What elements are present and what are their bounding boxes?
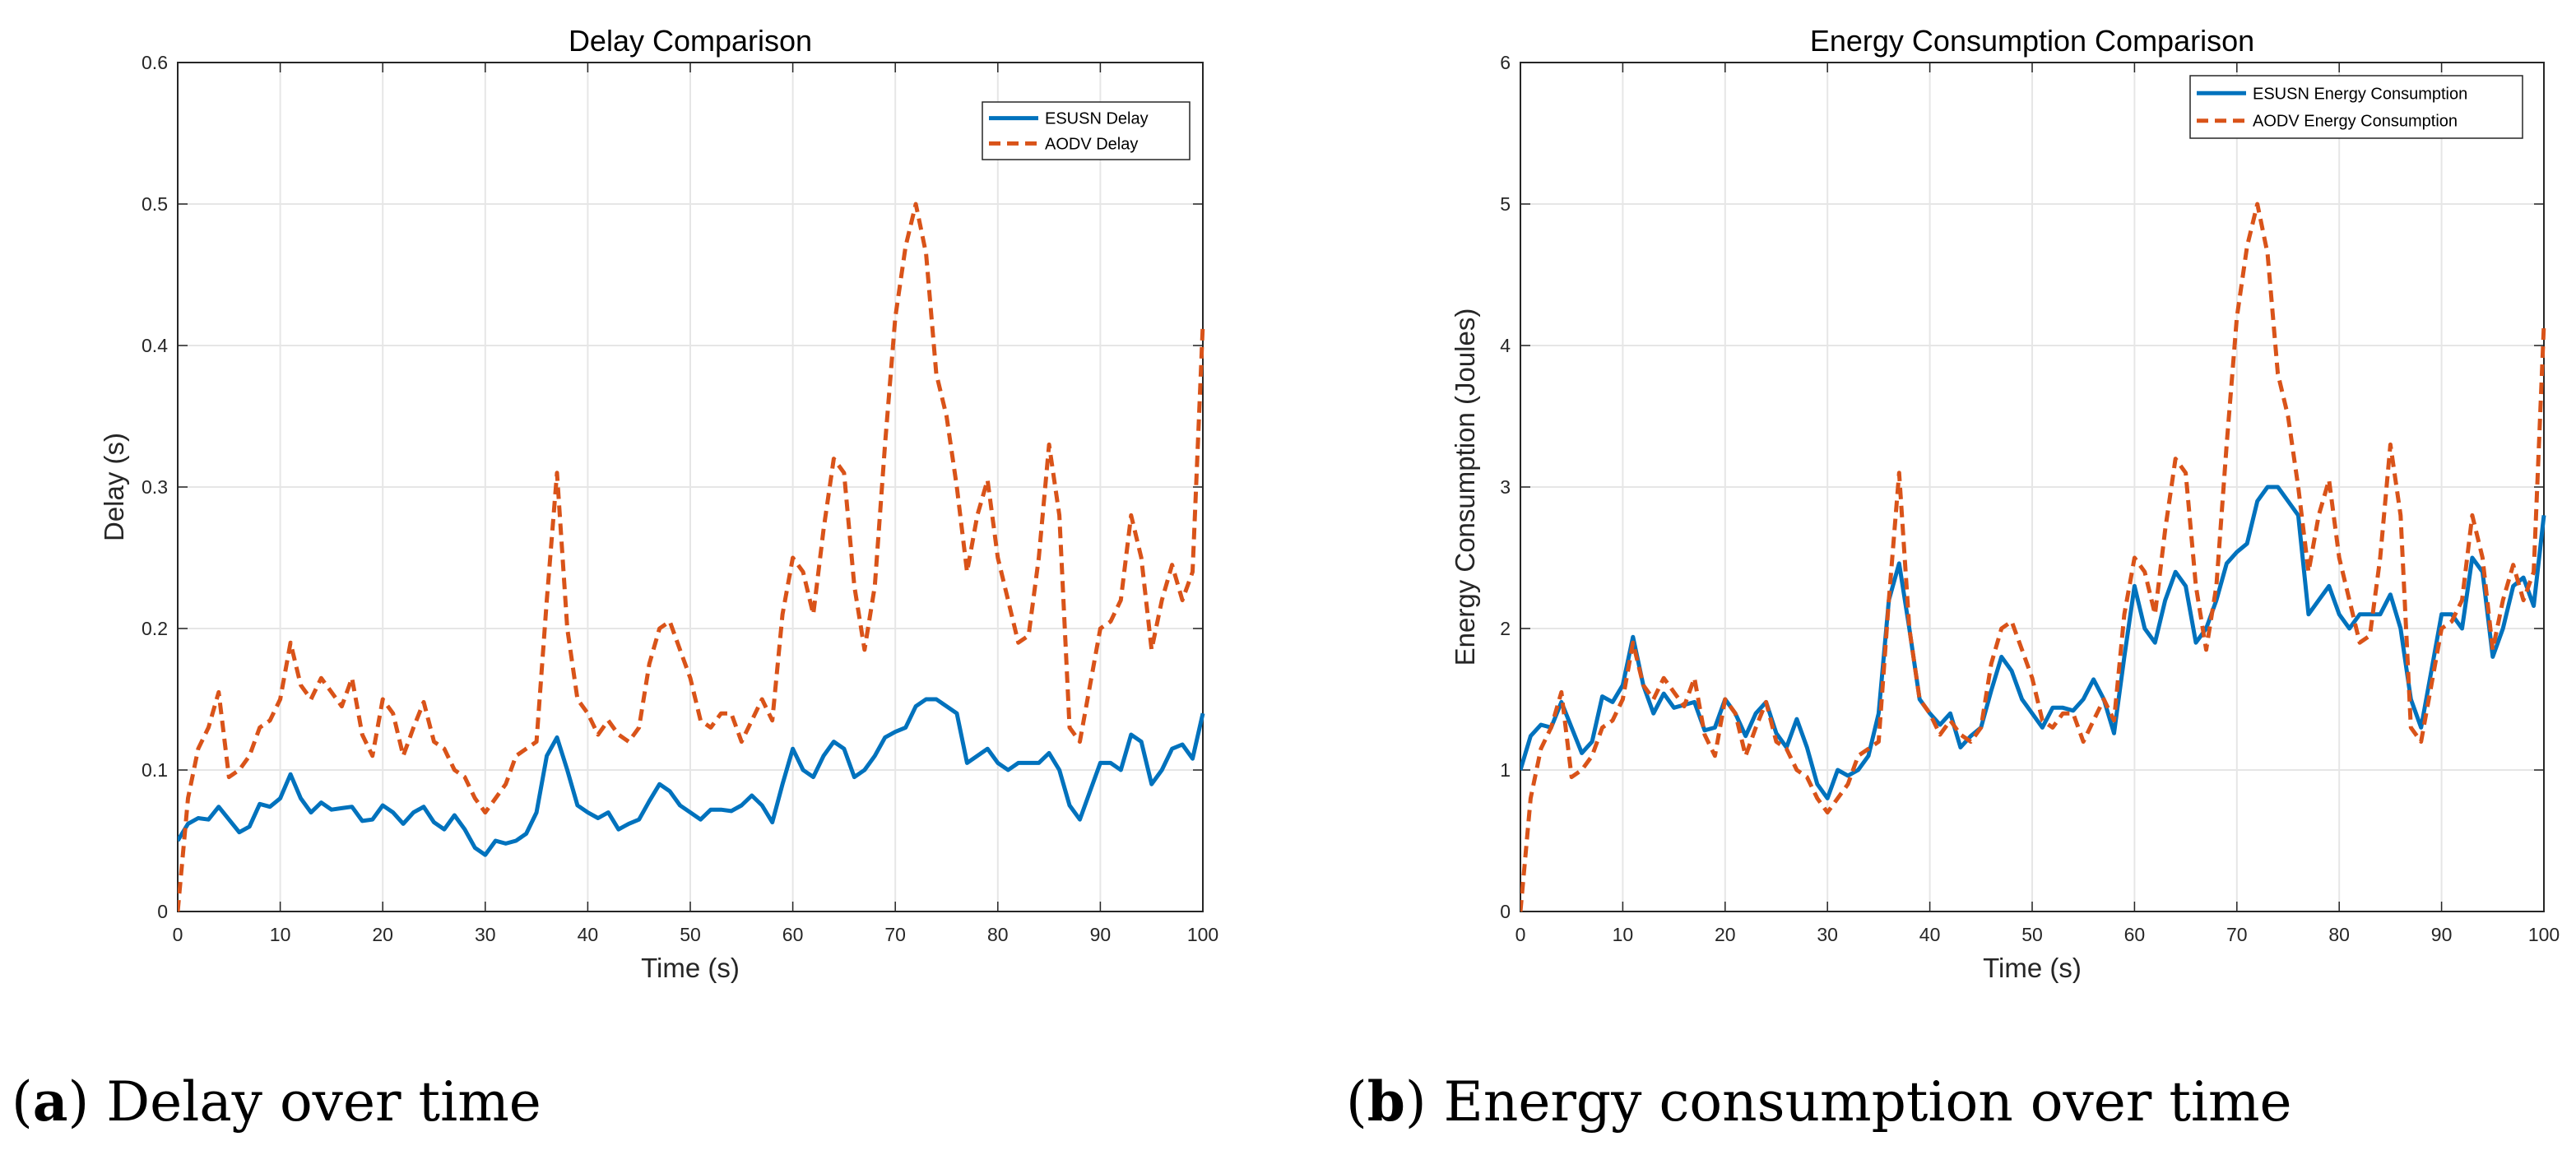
legend-label: ESUSN Energy Consumption <box>2253 85 2467 103</box>
x-tick-label: 0 <box>1515 924 1526 945</box>
y-tick-label: 0.6 <box>142 52 168 73</box>
x-tick-label: 0 <box>173 924 183 945</box>
x-tick-label: 50 <box>2021 924 2043 945</box>
y-axis-label: Delay (s) <box>99 433 129 541</box>
legend-label: ESUSN Delay <box>1045 110 1149 128</box>
x-tick-label: 40 <box>578 924 599 945</box>
y-tick-label: 0 <box>1500 901 1511 922</box>
x-tick-label: 60 <box>782 924 804 945</box>
caption-a-text: Delay over time <box>106 1070 541 1134</box>
x-tick-label: 50 <box>680 924 701 945</box>
x-tick-label: 30 <box>475 924 496 945</box>
x-tick-label: 20 <box>372 924 393 945</box>
caption-b: (b) Energy consumption over time <box>1346 1069 2292 1134</box>
x-tick-label: 100 <box>1187 924 1218 945</box>
x-axis-label: Time (s) <box>641 953 740 983</box>
x-tick-label: 90 <box>1090 924 1112 945</box>
y-tick-label: 3 <box>1500 476 1511 498</box>
plot-frame <box>1520 62 2545 912</box>
x-tick-label: 10 <box>1613 924 1634 945</box>
legend-box <box>2189 75 2523 139</box>
y-tick-label: 0 <box>157 901 168 922</box>
chart-title: Energy Consumption Comparison <box>1810 24 2254 58</box>
legend: ESUSN Delay AODV Delay <box>982 101 1191 160</box>
x-tick-label: 20 <box>1715 924 1736 945</box>
y-tick-label: 0.2 <box>142 618 168 639</box>
x-tick-label: 40 <box>1919 924 1941 945</box>
y-tick-label: 4 <box>1500 335 1511 356</box>
caption-b-label: b <box>1367 1069 1405 1134</box>
x-tick-label: 100 <box>2528 924 2560 945</box>
y-tick-label: 0.1 <box>142 759 168 781</box>
plot-frame <box>177 62 1204 912</box>
y-tick-label: 0.3 <box>142 476 168 498</box>
y-tick-label: 5 <box>1500 193 1511 215</box>
legend: ESUSN Energy Consumption AODV Energy Cons… <box>2189 75 2523 139</box>
x-tick-label: 30 <box>1817 924 1838 945</box>
legend-label: AODV Delay <box>1045 135 1138 153</box>
y-tick-label: 0.5 <box>142 193 168 215</box>
x-tick-label: 80 <box>2328 924 2350 945</box>
caption-a-label: a <box>32 1069 68 1134</box>
chart-energy: 0 10 20 30 40 50 60 70 80 90 100 0 1 2 3 4 5 6 Energy Cons… <box>1450 24 2560 983</box>
caption-a: (a) Delay over time <box>12 1069 541 1134</box>
x-tick-label: 60 <box>2124 924 2146 945</box>
chart-title: Delay Comparison <box>569 24 812 58</box>
caption-b-text: Energy consumption over time <box>1443 1070 2292 1134</box>
chart-delay: 0 10 20 30 40 50 60 70 80 90 100 0 0.1 0.2 0.3 0.4 0.5 0.… <box>99 24 1218 983</box>
x-axis-label: Time (s) <box>1983 953 2082 983</box>
legend-box <box>982 101 1191 160</box>
series-line-esusn <box>1520 485 2546 800</box>
legend-label: AODV Energy Consumption <box>2253 113 2458 131</box>
x-tick-label: 70 <box>884 924 906 945</box>
x-tick-label: 90 <box>2431 924 2453 945</box>
y-tick-label: 2 <box>1500 618 1511 639</box>
y-tick-label: 0.4 <box>142 335 168 356</box>
series-line-aodv <box>1520 202 2546 912</box>
series-line-aodv <box>178 202 1205 912</box>
x-tick-label: 80 <box>987 924 1009 945</box>
y-tick-label: 1 <box>1500 759 1511 781</box>
series-line-esusn <box>178 697 1205 857</box>
x-tick-label: 10 <box>270 924 291 945</box>
y-axis-label: Energy Consumption (Joules) <box>1450 308 1480 666</box>
x-tick-label: 70 <box>2226 924 2248 945</box>
y-tick-label: 6 <box>1500 52 1511 73</box>
